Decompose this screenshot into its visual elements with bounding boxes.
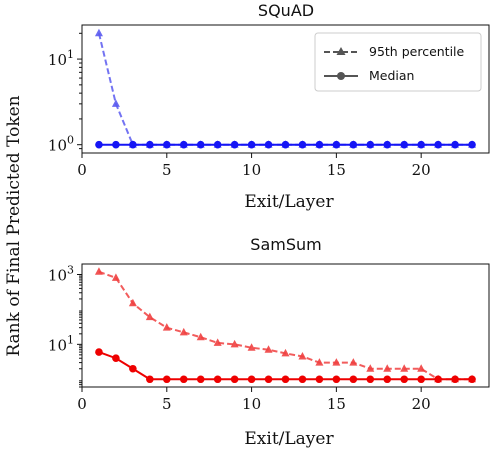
data-point-median-squad	[417, 140, 425, 149]
data-point-95th-samsum	[383, 364, 392, 372]
data-point-median-samsum	[281, 375, 290, 384]
data-point-median-samsum	[112, 354, 120, 363]
data-point-median-squad	[434, 140, 442, 149]
data-point-95th-samsum	[213, 338, 222, 346]
data-point-median-samsum	[298, 375, 307, 384]
y-tick-label-squad: 100	[48, 134, 74, 155]
data-point-median-samsum	[230, 375, 239, 384]
data-point-median-samsum	[196, 375, 205, 384]
plot-frame-squad	[81, 24, 490, 154]
x-tick-label-samsum: 0	[77, 395, 87, 413]
data-point-median-squad	[298, 140, 307, 149]
data-point-95th-samsum	[162, 323, 171, 331]
x-tick-label-squad: 0	[77, 161, 87, 179]
series-line-95th-samsum	[98, 270, 473, 381]
legend-marker-95th-triangle	[336, 47, 346, 55]
data-point-median-squad	[400, 140, 409, 149]
legend-label-median: Median	[369, 68, 414, 83]
data-point-95th-samsum	[247, 343, 256, 351]
data-point-median-samsum	[95, 348, 103, 356]
data-point-median-samsum	[400, 375, 409, 384]
x-tick-label-squad: 20	[412, 161, 431, 179]
legend-marker-median-circle	[337, 72, 345, 80]
shared-y-axis-label: Rank of Final Predicted Token	[4, 95, 24, 356]
chart-samsum: SamSum 0 5 10 15 20 101 103 Exit/Layer	[48, 235, 490, 449]
x-tick-label-samsum: 10	[242, 395, 261, 413]
data-point-95th-samsum	[111, 273, 120, 281]
data-point-median-squad	[179, 140, 188, 149]
data-point-median-squad	[264, 140, 273, 149]
data-point-median-squad	[366, 140, 375, 149]
data-point-95th-samsum	[145, 312, 154, 321]
data-point-median-squad	[129, 140, 137, 149]
y-tick-label-samsum: 101	[48, 333, 74, 354]
data-point-median-squad	[383, 140, 392, 149]
data-point-95th-samsum	[298, 351, 307, 360]
x-tick-label-squad: 15	[327, 161, 346, 179]
legend: 95th percentile Median	[314, 32, 482, 92]
data-point-median-squad	[349, 140, 358, 149]
data-point-median-samsum	[162, 375, 171, 384]
y-tick-label-samsum: 103	[48, 264, 74, 285]
data-point-median-squad	[315, 140, 324, 149]
chart-title-samsum: SamSum	[250, 235, 321, 254]
chart-title-squad: SQuAD	[258, 1, 314, 20]
data-point-median-squad	[146, 140, 154, 149]
data-point-95th-samsum	[315, 358, 324, 366]
data-point-median-samsum	[179, 375, 188, 384]
data-point-median-samsum	[366, 375, 375, 384]
data-point-median-samsum	[451, 375, 459, 384]
data-point-median-squad	[451, 140, 459, 149]
data-point-median-squad	[247, 140, 256, 149]
data-point-95th-samsum	[332, 358, 341, 366]
data-point-95th-samsum	[366, 364, 375, 372]
data-point-median-samsum	[129, 364, 137, 373]
data-point-median-squad	[196, 140, 205, 149]
data-point-95th-samsum	[349, 358, 358, 366]
x-tick-label-samsum: 20	[412, 395, 431, 413]
data-point-median-squad	[213, 140, 222, 149]
x-tick-label-squad: 10	[242, 161, 261, 179]
data-point-median-samsum	[417, 375, 425, 384]
data-point-median-samsum	[383, 375, 392, 384]
data-point-95th-squad	[111, 99, 120, 107]
data-point-median-samsum	[468, 375, 476, 384]
data-point-median-squad	[468, 140, 476, 149]
data-point-95th-samsum	[281, 348, 290, 357]
y-tick-label-squad: 101	[48, 48, 74, 69]
data-point-median-squad	[230, 140, 239, 149]
data-point-95th-samsum	[400, 364, 409, 372]
x-axis-label-samsum: Exit/Layer	[244, 429, 334, 449]
data-point-median-samsum	[213, 375, 222, 384]
x-tick-label-samsum: 15	[327, 395, 346, 413]
data-point-median-samsum	[146, 375, 154, 384]
plot-frame-samsum	[81, 263, 490, 388]
data-point-median-samsum	[264, 375, 273, 384]
data-point-95th-samsum	[94, 267, 103, 275]
data-point-median-samsum	[247, 375, 256, 384]
data-point-median-squad	[332, 140, 341, 149]
legend-label-95th: 95th percentile	[369, 44, 465, 59]
data-point-95th-samsum	[264, 345, 273, 353]
data-point-median-squad	[281, 140, 290, 149]
data-point-median-samsum	[349, 375, 358, 384]
x-axis-label-squad: Exit/Layer	[244, 192, 334, 212]
data-point-median-samsum	[332, 375, 341, 384]
data-point-95th-samsum	[417, 364, 426, 372]
data-point-95th-samsum	[196, 332, 205, 341]
data-point-95th-samsum	[128, 298, 137, 307]
data-point-median-squad	[112, 140, 120, 149]
data-point-95th-samsum	[179, 327, 188, 336]
data-point-median-squad	[95, 140, 103, 149]
data-point-median-samsum	[315, 375, 324, 384]
data-point-median-squad	[162, 140, 171, 149]
data-point-95th-squad	[94, 28, 103, 37]
x-tick-label-samsum: 5	[162, 395, 172, 413]
x-tick-label-squad: 5	[162, 161, 172, 179]
data-point-median-samsum	[434, 375, 442, 384]
data-point-95th-samsum	[230, 339, 239, 348]
chart-squad: SQuAD 0 5 10 15 20 100 101 Exit/Layer 95th per…	[48, 1, 490, 212]
